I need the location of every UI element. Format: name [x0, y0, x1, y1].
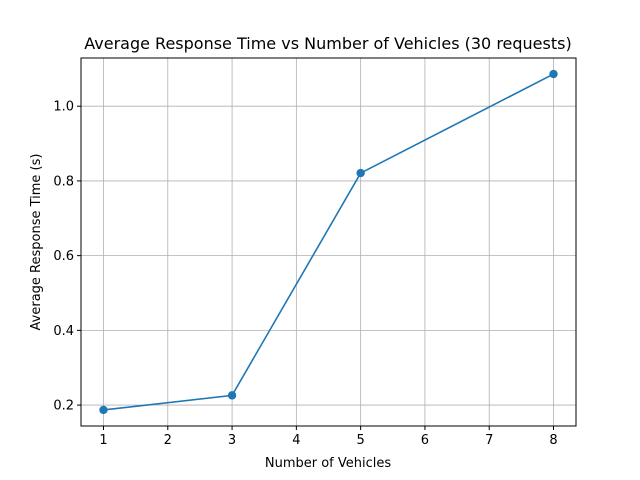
y-tick-label: 0.8 [53, 174, 74, 189]
x-tick-label: 5 [357, 433, 365, 448]
series-line [103, 73, 554, 411]
x-axis: 1 2 3 4 5 6 7 8 [99, 426, 558, 448]
x-axis-label: Number of Vehicles [265, 456, 392, 471]
y-tick-label: 0.4 [53, 324, 74, 339]
series-layer [99, 69, 558, 415]
x-tick-label: 6 [421, 433, 429, 448]
data-point [356, 168, 365, 178]
y-tick-label: 1.0 [53, 100, 74, 115]
data-point [99, 405, 108, 415]
y-tick-label: 0.2 [53, 399, 74, 414]
data-point [227, 391, 237, 400]
data-point [549, 69, 558, 79]
plot-frame [80, 57, 577, 427]
x-tick-label: 3 [228, 433, 236, 448]
y-axis-label: Average Response Time (s) [29, 154, 44, 331]
x-tick-label: 4 [292, 433, 300, 448]
x-tick-label: 2 [164, 433, 172, 448]
y-axis: 0.2 0.4 0.6 0.8 1.0 [53, 100, 81, 414]
x-tick-label: 1 [99, 433, 107, 448]
x-tick-label: 7 [485, 433, 493, 448]
x-tick-label: 8 [549, 433, 557, 448]
chart-title: Average Response Time vs Number of Vehic… [84, 34, 571, 53]
y-tick-label: 0.6 [53, 249, 74, 264]
grid [81, 58, 576, 426]
